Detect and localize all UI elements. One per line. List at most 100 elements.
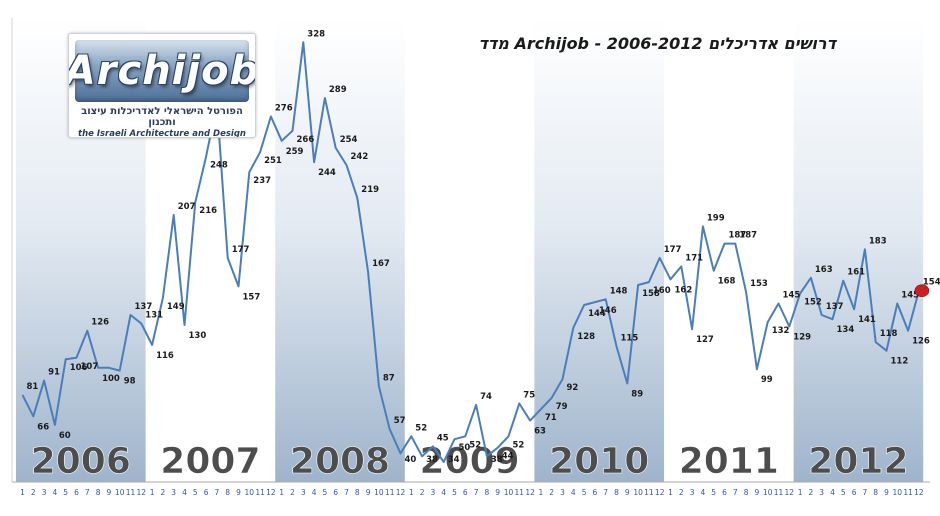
data-label: 63 [534, 427, 546, 437]
year-band-2012 [793, 18, 924, 482]
data-label: 137 [826, 302, 844, 312]
data-label: 251 [264, 156, 282, 166]
year-label-2007: 2007 [160, 441, 260, 482]
data-label: 145 [783, 291, 801, 301]
month-tick-2007-10: 10 [245, 488, 255, 497]
data-label: 52 [469, 440, 481, 450]
data-label: 183 [869, 236, 887, 246]
month-tick-2009-6: 6 [463, 488, 468, 497]
data-label: 163 [815, 265, 833, 275]
data-label: 187 [739, 231, 757, 241]
data-label: 145 [901, 291, 919, 301]
month-tick-2007-1: 1 [150, 488, 155, 497]
data-label: 130 [189, 331, 207, 341]
data-label: 45 [437, 433, 449, 443]
data-label: 266 [297, 135, 315, 145]
data-label: 126 [91, 318, 109, 328]
data-label: 38 [491, 455, 503, 465]
data-label: 92 [567, 383, 579, 393]
month-tick-2009-7: 7 [474, 488, 479, 497]
month-tick-2009-12: 12 [525, 488, 535, 497]
month-tick-2007-12: 12 [266, 488, 276, 497]
month-tick-2008-8: 8 [355, 488, 360, 497]
data-label: 112 [891, 357, 909, 367]
data-label: 134 [837, 325, 855, 335]
data-label: 157 [243, 292, 261, 302]
month-tick-2006-6: 6 [74, 488, 79, 497]
year-label-2011: 2011 [679, 441, 779, 482]
data-label: 276 [275, 104, 293, 114]
data-label: 259 [286, 147, 304, 157]
month-tick-2010-2: 2 [549, 488, 554, 497]
month-tick-2012-5: 5 [841, 488, 846, 497]
month-tick-2011-6: 6 [722, 488, 727, 497]
month-tick-2010-4: 4 [571, 488, 576, 497]
data-label: 79 [556, 402, 568, 412]
month-tick-2007-6: 6 [204, 488, 209, 497]
month-tick-2011-3: 3 [690, 488, 695, 497]
month-tick-2010-1: 1 [539, 488, 544, 497]
month-tick-2006-11: 11 [126, 488, 136, 497]
month-tick-2012-11: 11 [903, 488, 913, 497]
data-label: 168 [718, 277, 736, 287]
data-label: 177 [232, 245, 250, 255]
month-tick-2012-8: 8 [873, 488, 878, 497]
month-tick-2006-3: 3 [42, 488, 47, 497]
month-tick-2008-9: 9 [366, 488, 371, 497]
data-label: 75 [523, 390, 535, 400]
month-tick-2006-8: 8 [96, 488, 101, 497]
month-tick-2009-2: 2 [420, 488, 425, 497]
data-label: 38 [426, 455, 438, 465]
month-tick-2006-9: 9 [107, 488, 112, 497]
month-tick-2009-3: 3 [431, 488, 436, 497]
data-label: 127 [696, 335, 714, 345]
data-label: 115 [621, 333, 639, 343]
data-label: 91 [48, 368, 60, 378]
data-label: 40 [405, 455, 417, 465]
month-tick-2010-12: 12 [655, 488, 665, 497]
month-tick-2006-12: 12 [137, 488, 147, 497]
data-label: 129 [793, 332, 811, 342]
month-tick-2011-10: 10 [763, 488, 773, 497]
data-label: 160 [653, 286, 671, 296]
month-tick-2012-12: 12 [914, 488, 924, 497]
month-tick-2008-12: 12 [396, 488, 406, 497]
data-label: 131 [145, 311, 163, 321]
data-label: 66 [37, 422, 49, 432]
month-tick-2011-8: 8 [744, 488, 749, 497]
data-label: 44 [502, 452, 514, 462]
data-label: 187 [729, 231, 747, 241]
data-label: 162 [675, 285, 693, 295]
data-label: 107 [81, 362, 99, 372]
data-label: 207 [178, 202, 196, 212]
data-label: 71 [545, 413, 557, 423]
month-tick-2007-5: 5 [193, 488, 198, 497]
month-tick-2011-2: 2 [679, 488, 684, 497]
data-label: 100 [102, 374, 120, 384]
month-tick-2006-10: 10 [115, 488, 125, 497]
month-tick-2009-9: 9 [495, 488, 500, 497]
month-tick-2011-12: 12 [785, 488, 795, 497]
data-label: 154 [923, 278, 940, 288]
logo-tagline-english: the Israeli Architecture and Design Port… [78, 129, 246, 138]
month-tick-2012-2: 2 [809, 488, 814, 497]
month-tick-2011-5: 5 [711, 488, 716, 497]
month-tick-2009-11: 11 [515, 488, 525, 497]
month-tick-2011-11: 11 [774, 488, 784, 497]
month-tick-2007-11: 11 [255, 488, 265, 497]
month-tick-2008-11: 11 [385, 488, 395, 497]
month-tick-2006-1: 1 [20, 488, 25, 497]
data-label: 74 [480, 392, 492, 402]
data-label: 118 [880, 329, 898, 339]
data-label: 219 [361, 185, 379, 195]
month-tick-2008-4: 4 [312, 488, 317, 497]
data-label: 167 [372, 259, 390, 269]
data-label: 237 [253, 176, 271, 186]
year-label-2009: 2009 [419, 441, 519, 482]
data-label: 177 [664, 245, 682, 255]
data-label: 244 [318, 168, 336, 178]
month-tick-2008-6: 6 [333, 488, 338, 497]
month-tick-2007-7: 7 [215, 488, 220, 497]
